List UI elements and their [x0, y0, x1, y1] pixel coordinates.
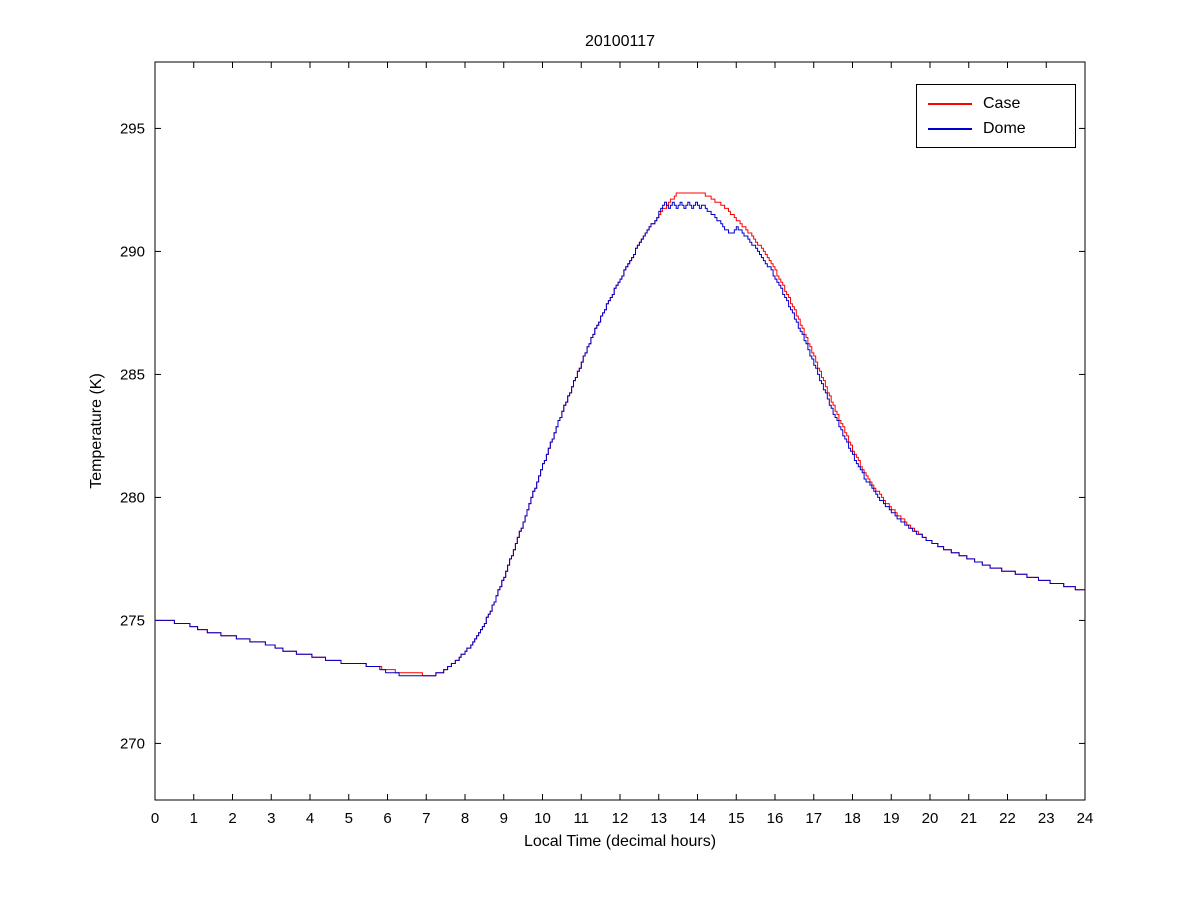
svg-text:0: 0 [151, 810, 159, 827]
svg-text:9: 9 [500, 810, 508, 827]
svg-text:13: 13 [650, 810, 667, 827]
legend-label-dome: Dome [983, 119, 1026, 137]
svg-text:7: 7 [422, 810, 430, 827]
svg-text:14: 14 [689, 810, 706, 827]
svg-text:19: 19 [883, 810, 900, 827]
svg-text:22: 22 [999, 810, 1016, 827]
svg-text:2: 2 [228, 810, 236, 827]
svg-text:20: 20 [922, 810, 939, 827]
svg-text:21: 21 [960, 810, 977, 827]
svg-text:1: 1 [190, 810, 198, 827]
x-axis-label: Local Time (decimal hours) [523, 833, 717, 850]
legend: Case Dome [916, 84, 1076, 148]
legend-item-dome: Dome [917, 116, 1075, 141]
svg-text:290: 290 [120, 243, 145, 260]
svg-text:275: 275 [120, 612, 145, 629]
svg-text:285: 285 [120, 366, 145, 383]
case-line-swatch [928, 102, 972, 105]
svg-text:4: 4 [306, 810, 314, 827]
dome-line-swatch [928, 127, 972, 130]
svg-text:5: 5 [345, 810, 353, 827]
svg-text:24: 24 [1077, 810, 1094, 827]
legend-item-case: Case [917, 91, 1075, 116]
chart-title: 20100117 [585, 33, 655, 50]
svg-text:15: 15 [728, 810, 745, 827]
svg-text:3: 3 [267, 810, 275, 827]
svg-text:10: 10 [534, 810, 551, 827]
svg-text:280: 280 [120, 489, 145, 506]
legend-label-case: Case [983, 94, 1021, 112]
svg-text:12: 12 [612, 810, 629, 827]
svg-text:11: 11 [573, 810, 589, 827]
svg-text:18: 18 [844, 810, 861, 827]
svg-text:8: 8 [461, 810, 469, 827]
svg-text:6: 6 [383, 810, 391, 827]
svg-text:295: 295 [120, 120, 145, 137]
svg-text:17: 17 [805, 810, 822, 827]
svg-text:23: 23 [1038, 810, 1055, 827]
svg-text:16: 16 [767, 810, 784, 827]
svg-text:270: 270 [120, 735, 145, 752]
